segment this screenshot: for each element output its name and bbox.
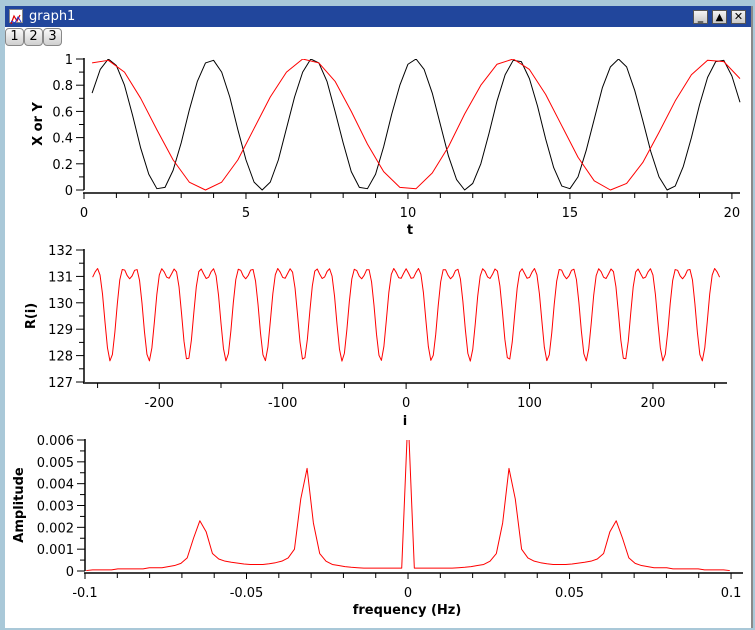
tab-3[interactable]: 3 <box>43 28 62 46</box>
series-line-1 <box>86 440 730 572</box>
y-tick-label: 131 <box>48 270 73 285</box>
maximize-icon: ▲ <box>715 12 724 23</box>
close-button[interactable]: ✕ <box>731 10 746 24</box>
x-tick-label: -200 <box>145 396 175 411</box>
tab-1[interactable]: 1 <box>5 28 24 46</box>
x-tick-label: 0.1 <box>721 586 742 601</box>
app-graph-icon <box>9 9 23 25</box>
y-tick-label: 1 <box>65 53 73 68</box>
y-tick-label: 127 <box>48 376 73 391</box>
x-tick-label: 15 <box>562 206 579 221</box>
y-tick-label: 0.2 <box>52 158 73 173</box>
series-line-1 <box>92 267 721 362</box>
y-tick-label: 129 <box>48 323 73 338</box>
x-tick-label: 0 <box>80 206 88 221</box>
y-tick-label: 130 <box>48 297 73 312</box>
y-tick-label: 0.004 <box>37 478 74 493</box>
x-tick-label: 0.05 <box>555 586 584 601</box>
y-tick-label: 128 <box>48 350 73 365</box>
close-icon: ✕ <box>733 10 744 23</box>
y-axis-title: Amplitude <box>12 467 27 543</box>
x-tick-label: -100 <box>268 396 298 411</box>
x-tick-label: 20 <box>724 206 741 221</box>
y-tick-label: 0.002 <box>37 521 74 536</box>
x-tick-label: 0 <box>404 586 412 601</box>
graph-window: graph1 _ ▲ ✕ 1 2 3 <box>5 6 753 628</box>
x-tick-label: 5 <box>242 206 250 221</box>
y-axis-title: R(i) <box>24 303 39 329</box>
y-tick-label: 0 <box>66 565 74 580</box>
x-tick-label: 10 <box>400 206 417 221</box>
y-tick-label: 0.001 <box>37 543 74 558</box>
x-tick-label: -0.05 <box>230 586 264 601</box>
x-tick-label: 0 <box>402 396 410 411</box>
series-line-2 <box>92 59 741 191</box>
series-line-1 <box>91 59 741 191</box>
chart-1: 0 5 10 15 20 0 0.2 0.4 0.6 0.8 1 t X or Y <box>31 53 741 238</box>
tab-2[interactable]: 2 <box>24 28 43 46</box>
y-tick-label: 0 <box>65 184 73 199</box>
chart-2: -200 -100 0 100 200 127 128 129 130 131 132 i R(i) <box>24 244 727 429</box>
x-axis-title: i <box>403 414 407 429</box>
minimize-button[interactable]: _ <box>693 10 708 24</box>
chart-3: -0.1 -0.05 0 0.05 0.1 0 0.001 0.002 0.003 0.004 0.… <box>12 434 743 618</box>
x-tick-label: -0.1 <box>72 586 97 601</box>
y-axis-title: X or Y <box>31 102 46 146</box>
maximize-button[interactable]: ▲ <box>712 10 727 24</box>
y-tick-label: 0.6 <box>52 105 73 120</box>
y-tick-label: 0.006 <box>37 434 74 449</box>
y-tick-label: 132 <box>48 244 73 259</box>
y-tick-label: 0.8 <box>52 79 73 94</box>
minimize-icon: _ <box>697 10 704 23</box>
y-tick-label: 0.4 <box>52 132 73 147</box>
y-tick-label: 0.005 <box>37 456 74 471</box>
x-axis-title: frequency (Hz) <box>353 603 462 618</box>
x-axis-title: t <box>407 223 413 238</box>
y-tick-label: 0.003 <box>37 500 74 515</box>
x-tick-label: 100 <box>517 396 542 411</box>
x-tick-label: 200 <box>641 396 666 411</box>
window-title: graph1 <box>29 9 76 24</box>
title-bar[interactable]: graph1 _ ▲ ✕ <box>5 6 751 27</box>
